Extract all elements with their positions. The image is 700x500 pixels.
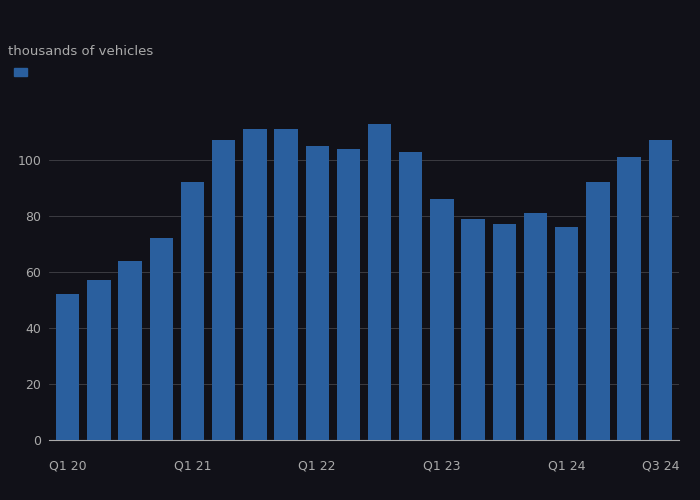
Bar <box>649 140 672 440</box>
Text: Q1 23: Q1 23 <box>424 460 461 472</box>
Bar <box>118 261 142 440</box>
Text: Q3 24: Q3 24 <box>641 460 679 472</box>
Bar <box>337 149 360 440</box>
Text: Q1 22: Q1 22 <box>298 460 336 472</box>
Bar <box>88 280 111 440</box>
Bar <box>56 294 79 440</box>
Bar <box>493 224 516 440</box>
Bar <box>524 213 547 440</box>
Bar <box>555 227 578 440</box>
Bar <box>461 219 485 440</box>
Legend:  <box>13 68 36 78</box>
Text: thousands of vehicles: thousands of vehicles <box>8 44 153 58</box>
Bar <box>243 129 267 440</box>
Bar <box>305 146 329 440</box>
Bar <box>430 199 454 440</box>
Text: Q1 20: Q1 20 <box>49 460 87 472</box>
Text: Q1 21: Q1 21 <box>174 460 211 472</box>
Bar <box>274 129 298 440</box>
Bar <box>586 182 610 440</box>
Bar <box>617 157 640 440</box>
Bar <box>150 238 173 440</box>
Bar <box>181 182 204 440</box>
Text: Q1 24: Q1 24 <box>548 460 585 472</box>
Bar <box>212 140 235 440</box>
Bar <box>399 152 423 440</box>
Bar <box>368 124 391 440</box>
